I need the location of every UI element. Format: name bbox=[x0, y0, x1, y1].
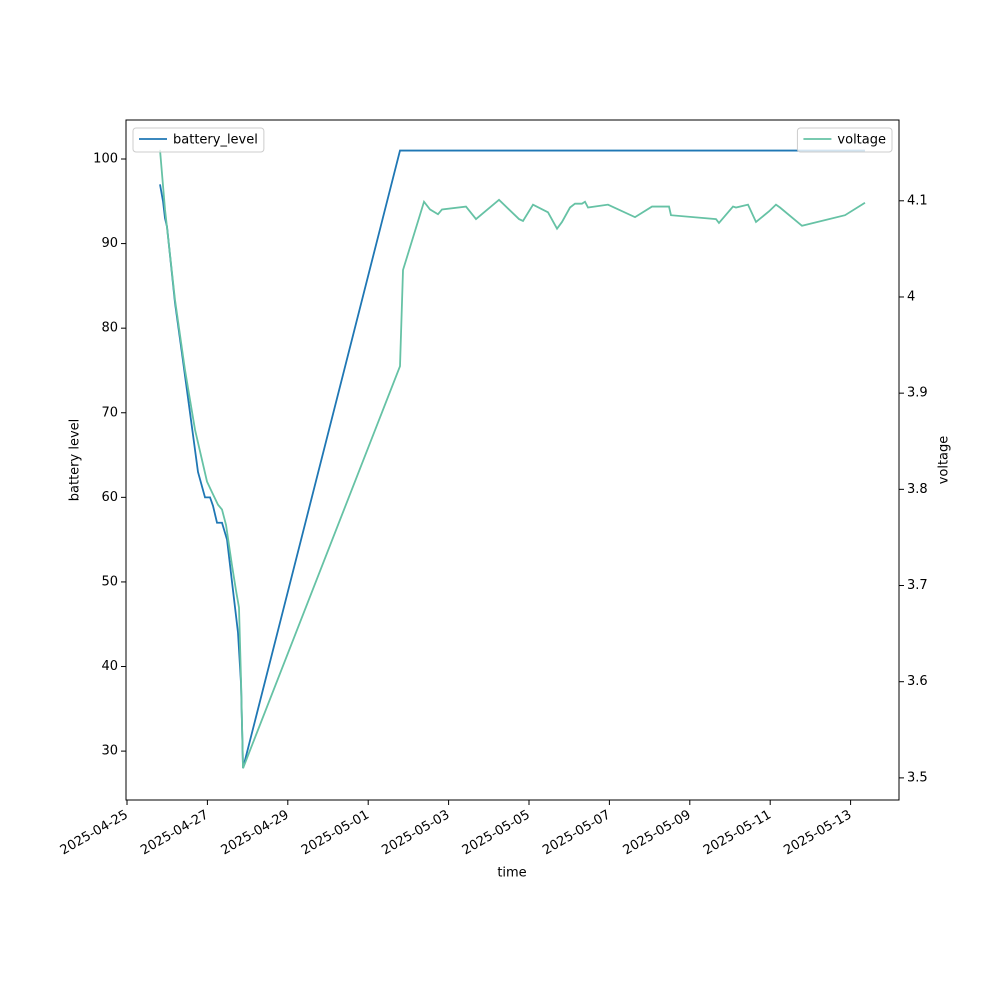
y-tick-label: 90 bbox=[101, 236, 118, 251]
y2-axis-label: voltage bbox=[937, 436, 952, 485]
data-line bbox=[159, 149, 866, 769]
legend-label: voltage bbox=[837, 133, 886, 148]
legend-box bbox=[796, 127, 893, 153]
y2-tick-label: 3.8 bbox=[907, 482, 928, 497]
y-tick-label: 100 bbox=[93, 151, 118, 166]
y-tick-label: 40 bbox=[101, 659, 118, 674]
y2-tick-label: 3.5 bbox=[907, 770, 928, 785]
y2-tick-label: 3.7 bbox=[907, 578, 928, 593]
y2-tick-label: 4 bbox=[907, 289, 915, 304]
x-axis-label: time bbox=[497, 866, 526, 881]
y2-tick-label: 4.1 bbox=[907, 193, 928, 208]
plot-frame bbox=[125, 119, 900, 801]
legend-label: battery_level bbox=[173, 133, 258, 148]
x-tick-label: 2025-05-01 bbox=[299, 808, 372, 859]
legend: battery_level bbox=[132, 127, 265, 153]
x-tick-label: 2025-05-07 bbox=[540, 808, 613, 859]
x-tick-label: 2025-05-11 bbox=[701, 808, 774, 859]
x-tick-label: 2025-05-13 bbox=[781, 808, 854, 859]
legend: voltage bbox=[796, 127, 893, 153]
y-tick-label: 50 bbox=[101, 574, 118, 589]
y2-tick-label: 3.6 bbox=[907, 674, 928, 689]
y-tick-label: 60 bbox=[101, 490, 118, 505]
y2-tick-label: 3.9 bbox=[907, 386, 928, 401]
y-tick-label: 70 bbox=[101, 405, 118, 420]
y-tick-label: 80 bbox=[101, 321, 118, 336]
x-tick-label: 2025-04-29 bbox=[219, 808, 292, 859]
y-tick-label: 30 bbox=[101, 744, 118, 759]
legend-box bbox=[132, 127, 265, 153]
y-axis-label: battery level bbox=[68, 419, 83, 502]
x-tick-label: 2025-05-09 bbox=[621, 808, 694, 859]
x-tick-label: 2025-04-25 bbox=[58, 808, 131, 859]
x-tick-label: 2025-05-03 bbox=[379, 808, 452, 859]
x-tick-label: 2025-05-05 bbox=[460, 808, 533, 859]
data-line bbox=[159, 149, 865, 769]
x-tick-label: 2025-04-27 bbox=[138, 808, 211, 859]
